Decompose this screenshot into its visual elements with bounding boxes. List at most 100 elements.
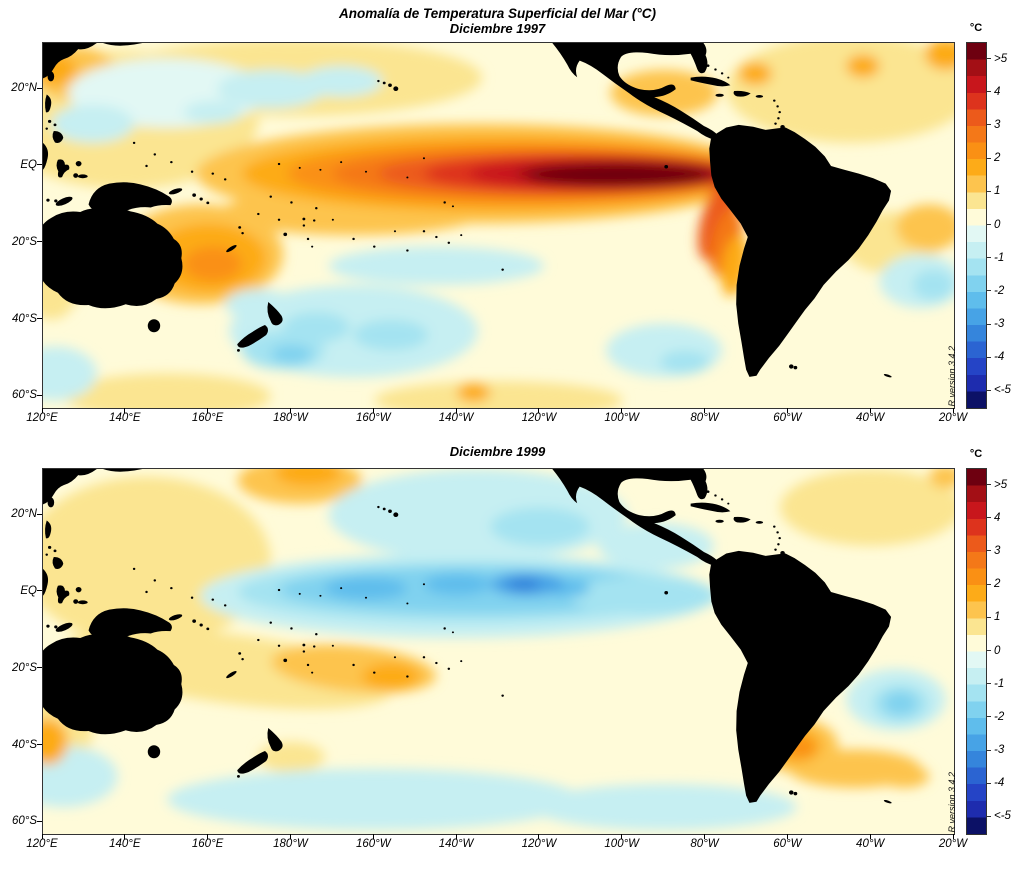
anomaly-blob — [606, 323, 723, 378]
lat-tick-mark — [37, 667, 42, 669]
colorbar-tick-label: <-5 — [994, 384, 1011, 397]
lon-tick-mark — [704, 408, 706, 413]
anomaly-blob — [846, 54, 880, 78]
colorbar-tick-label: 2 — [994, 152, 1001, 165]
lon-tick-label: 40°W — [856, 838, 885, 850]
lat-tick-label: 60°S — [11, 815, 37, 828]
colorbar-tick-mark — [987, 484, 991, 486]
lon-tick-mark — [372, 834, 374, 839]
lon-tick-mark — [289, 834, 291, 839]
lat-tick-label: 20°S — [11, 661, 37, 674]
anomaly-blob — [167, 768, 582, 831]
lon-tick-label: 80°W — [690, 412, 719, 424]
colorbar-ticks: >5 4 3 2 1 0 -1 -2 -3 -4 <-5 — [986, 42, 1024, 407]
anomaly-blob — [423, 573, 491, 596]
colorbar-tick-label: -3 — [994, 318, 1005, 331]
colorbar-tick-mark — [987, 583, 991, 585]
lon-tick-mark — [455, 408, 457, 413]
colorbar-tick-label: 2 — [994, 578, 1001, 591]
anomaly-blob — [568, 576, 718, 615]
colorbar-tick-mark — [987, 815, 991, 817]
colorbar-tick-label: -1 — [994, 677, 1005, 690]
panel1-subtitle: Diciembre 1997 — [449, 21, 546, 36]
lon-tick-label: 160°E — [191, 412, 224, 424]
lat-tick-label: 60°S — [11, 389, 37, 402]
colorbar-tick-mark — [987, 389, 991, 391]
lon-tick-mark — [786, 408, 788, 413]
lon-tick-mark — [207, 834, 209, 839]
colorbar-tick-label: 1 — [994, 185, 1001, 198]
colorbar-tick-mark — [987, 683, 991, 685]
lat-tick-label: 20°N — [11, 82, 37, 95]
lon-tick-mark — [538, 408, 540, 413]
lon-tick-label: 140°E — [109, 838, 141, 850]
anomaly-blob — [43, 745, 118, 808]
colorbar-tick-label: 0 — [994, 218, 1001, 231]
lon-tick-mark — [41, 834, 43, 839]
lat-tick-label: EQ — [20, 158, 37, 171]
colorbar-tick-mark — [987, 58, 991, 60]
lat-tick-label: 40°S — [11, 738, 37, 751]
lon-tick-mark — [538, 834, 540, 839]
colorbar-tick-label: -2 — [994, 284, 1005, 297]
colorbar-gradient — [966, 42, 987, 409]
lat-tick-mark — [37, 318, 42, 320]
panel2-subtitle: Diciembre 1999 — [449, 444, 546, 459]
map-1997-svg — [43, 43, 954, 408]
lon-tick-label: 140°W — [438, 838, 474, 850]
anomaly-blob — [780, 469, 954, 546]
anomaly-blob — [51, 104, 135, 143]
lon-tick-label: 60°W — [773, 412, 802, 424]
colorbar-tick-mark — [987, 550, 991, 552]
lon-tick-label: 20°W — [938, 838, 968, 850]
colorbar-tick-label: 4 — [994, 511, 1001, 524]
lon-tick-mark — [869, 834, 871, 839]
anomaly-blob — [506, 577, 540, 592]
colorbar-tick-mark — [987, 356, 991, 358]
anomaly-blob — [374, 381, 623, 408]
colorbar-tick-mark — [987, 124, 991, 126]
anomaly-blob — [883, 691, 917, 715]
anomaly-blob — [353, 319, 429, 351]
anomaly-blob — [925, 43, 954, 70]
anomaly-blob — [726, 43, 954, 143]
colorbar-tick-mark — [987, 190, 991, 192]
lon-tick-mark — [124, 408, 126, 413]
colorbar-tick-label: 4 — [994, 85, 1001, 98]
anomaly-blob — [361, 663, 420, 690]
colorbar-tick-mark — [987, 257, 991, 259]
anomaly-blob — [283, 311, 350, 343]
colorbar-tick-mark — [987, 323, 991, 325]
lat-tick-label: 20°S — [11, 235, 37, 248]
lon-tick-label: 20°W — [938, 412, 968, 424]
lat-axis-1997: 20°N EQ 20°S 40°S 60°S — [0, 42, 37, 407]
colorbar-tick-mark — [987, 650, 991, 651]
anomaly-blob — [216, 69, 325, 109]
anomaly-blob — [896, 204, 954, 251]
lon-tick-label: 100°W — [604, 412, 640, 424]
anomaly-blob — [328, 246, 545, 286]
anomaly-blob — [659, 350, 710, 374]
lon-tick-mark — [952, 834, 954, 839]
colorbar-gradient — [966, 468, 987, 835]
anomaly-blob — [225, 288, 292, 320]
colorbar-tick-label: 0 — [994, 644, 1001, 657]
lon-ticks-1999 — [41, 834, 954, 839]
colorbar-1999: °C >5 4 3 2 1 0 -1 -2 -3 -4 <-5 R version 3.4.2 — [947, 448, 1024, 835]
anomaly-blob — [258, 741, 325, 773]
anomaly-blob — [43, 346, 97, 401]
lat-tick-mark — [37, 241, 42, 243]
anomaly-blob — [531, 784, 797, 831]
colorbar-tick-label: -3 — [994, 744, 1005, 757]
lon-tick-label: 120°W — [521, 838, 557, 850]
colorbar-1997: °C >5 4 3 2 1 0 -1 -2 -3 -4 <-5 R version 3.4.2 — [947, 22, 1024, 409]
lon-tick-label: 140°W — [438, 412, 474, 424]
anomaly-blob — [879, 764, 930, 788]
lon-tick-label: 60°W — [773, 838, 802, 850]
colorbar-tick-mark — [987, 749, 991, 751]
lon-tick-mark — [704, 834, 706, 839]
colorbar-ticks: >5 4 3 2 1 0 -1 -2 -3 -4 <-5 — [986, 468, 1024, 833]
colorbar-tick-mark — [987, 224, 991, 225]
map-1999-svg — [43, 469, 954, 834]
